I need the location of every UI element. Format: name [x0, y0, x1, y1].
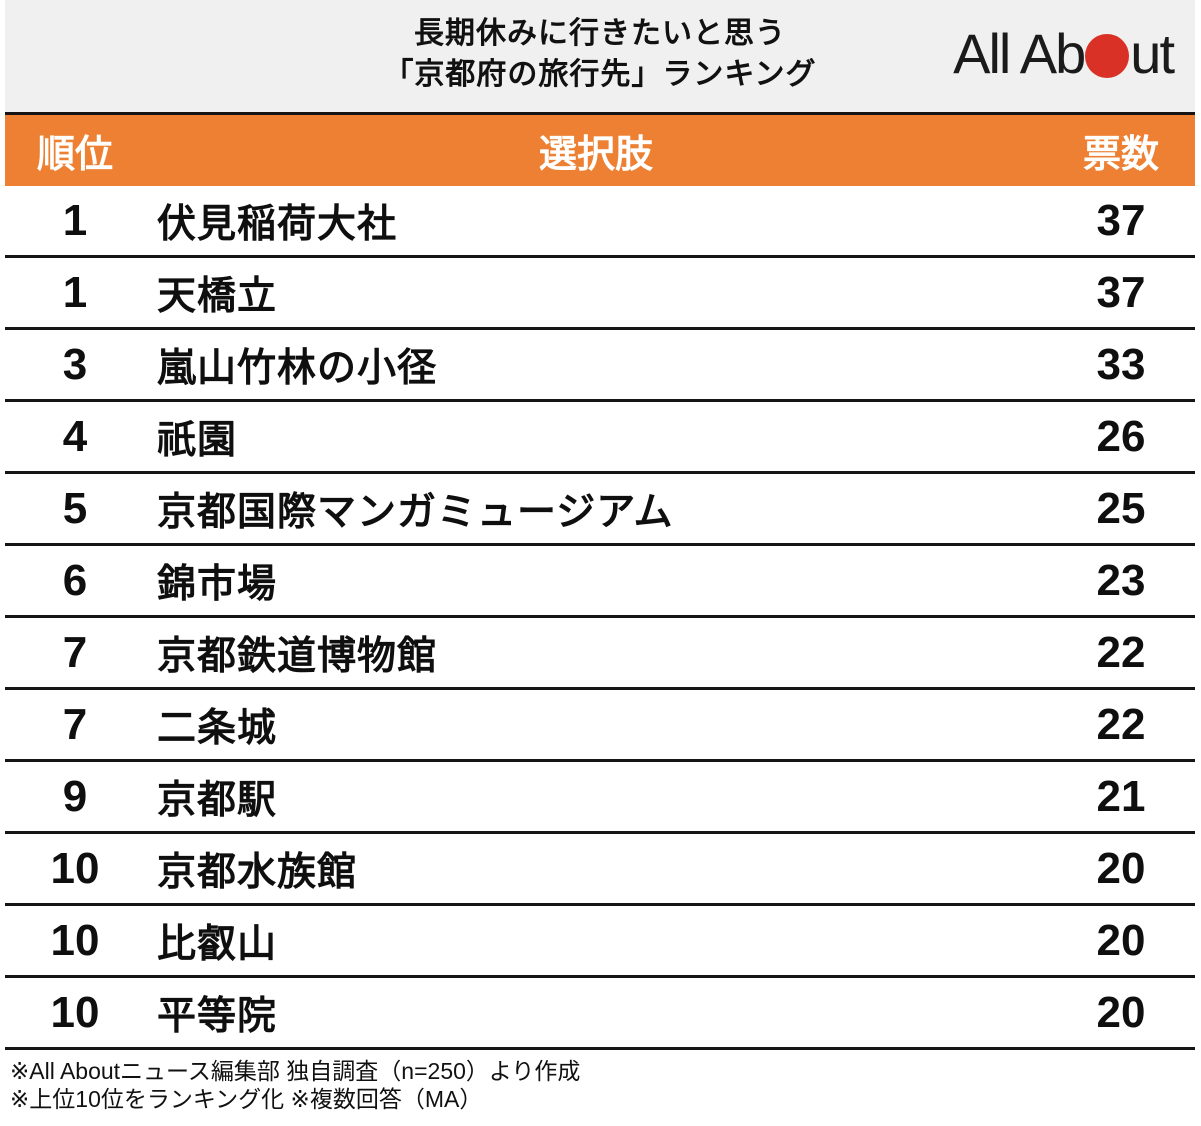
- rank-cell: 1: [62, 195, 88, 245]
- footnote-1: ※All Aboutニュース編集部 独自調査（n=250）より作成: [10, 1058, 581, 1084]
- rank-cell: 1: [62, 267, 88, 317]
- votes-cell: 21: [1096, 771, 1146, 821]
- choice-cell: 祇園: [157, 418, 238, 462]
- rank-cell: 3: [62, 339, 88, 389]
- table-row: 6 錦市場 23: [5, 546, 1195, 618]
- choice-cell: 京都鉄道博物館: [157, 634, 438, 678]
- rank-cell: 5: [62, 483, 88, 533]
- rank-cell: 7: [62, 699, 88, 749]
- table-row: 7 京都鉄道博物館 22: [5, 618, 1195, 690]
- table-row: 1 伏見稲荷大社 37: [5, 186, 1195, 258]
- rank-cell: 6: [62, 555, 88, 605]
- choice-cell: 平等院: [157, 994, 278, 1038]
- votes-cell: 37: [1096, 267, 1146, 317]
- ranking-title: 長期休みに行きたいと思う 「京都府の旅行先」ランキング: [5, 13, 1195, 95]
- votes-cell: 26: [1096, 411, 1146, 461]
- choice-cell: 二条城: [157, 706, 278, 750]
- rank-cell: 4: [62, 411, 88, 461]
- votes-cell: 37: [1096, 195, 1146, 245]
- table-body: 1 伏見稲荷大社 37 1 天橋立 37 3 嵐山竹林の小径 33 4 祇園 2…: [5, 186, 1195, 1050]
- table-row: 10 京都水族館 20: [5, 834, 1195, 906]
- choice-cell: 京都水族館: [157, 850, 358, 894]
- rank-cell: 10: [50, 987, 100, 1037]
- choice-cell: 錦市場: [157, 562, 278, 606]
- votes-cell: 20: [1096, 987, 1146, 1037]
- footnote-2: ※上位10位をランキング化 ※複数回答（MA）: [10, 1086, 483, 1112]
- table-row: 7 二条城 22: [5, 690, 1195, 762]
- column-header-choice: 選択肢: [538, 134, 653, 176]
- choice-cell: 京都駅: [157, 778, 278, 822]
- rank-cell: 10: [50, 915, 100, 965]
- rank-cell: 10: [50, 843, 100, 893]
- allabout-logo: All Ab ut: [953, 26, 1175, 82]
- column-header-votes: 票数: [1082, 134, 1159, 176]
- choice-cell: 嵐山竹林の小径: [157, 346, 438, 390]
- choice-cell: 比叡山: [157, 922, 278, 966]
- logo-text-after: ut: [1130, 22, 1175, 85]
- table-row: 9 京都駅 21: [5, 762, 1195, 834]
- table-row: 3 嵐山竹林の小径 33: [5, 330, 1195, 402]
- table-row: 4 祇園 26: [5, 402, 1195, 474]
- votes-cell: 20: [1096, 915, 1146, 965]
- votes-cell: 20: [1096, 843, 1146, 893]
- logo-red-dot-icon: [1085, 34, 1130, 78]
- votes-cell: 22: [1096, 699, 1146, 749]
- votes-cell: 22: [1096, 627, 1146, 677]
- table-row: 10 比叡山 20: [5, 906, 1195, 978]
- rank-cell: 7: [62, 627, 88, 677]
- votes-cell: 23: [1096, 555, 1146, 605]
- title-line-2: 「京都府の旅行先」ランキング: [383, 58, 817, 91]
- choice-cell: 京都国際マンガミュージアム: [157, 490, 674, 534]
- title-line-1: 長期休みに行きたいと思う: [414, 17, 786, 50]
- votes-cell: 25: [1096, 483, 1146, 533]
- rank-cell: 9: [62, 771, 88, 821]
- title-header: 長期休みに行きたいと思う 「京都府の旅行先」ランキング All Ab ut: [5, 0, 1195, 112]
- table-header-row: 順位 選択肢 票数: [5, 112, 1195, 186]
- column-header-rank: 順位: [36, 134, 113, 176]
- table-row: 5 京都国際マンガミュージアム 25: [5, 474, 1195, 546]
- choice-cell: 天橋立: [157, 274, 278, 318]
- choice-cell: 伏見稲荷大社: [157, 202, 398, 246]
- logo-text-before: All Ab: [953, 22, 1086, 85]
- votes-cell: 33: [1096, 339, 1146, 389]
- table-row: 1 天橋立 37: [5, 258, 1195, 330]
- table-row: 10 平等院 20: [5, 978, 1195, 1050]
- footnotes: ※All Aboutニュース編集部 独自調査（n=250）より作成 ※上位10位…: [0, 1050, 1201, 1113]
